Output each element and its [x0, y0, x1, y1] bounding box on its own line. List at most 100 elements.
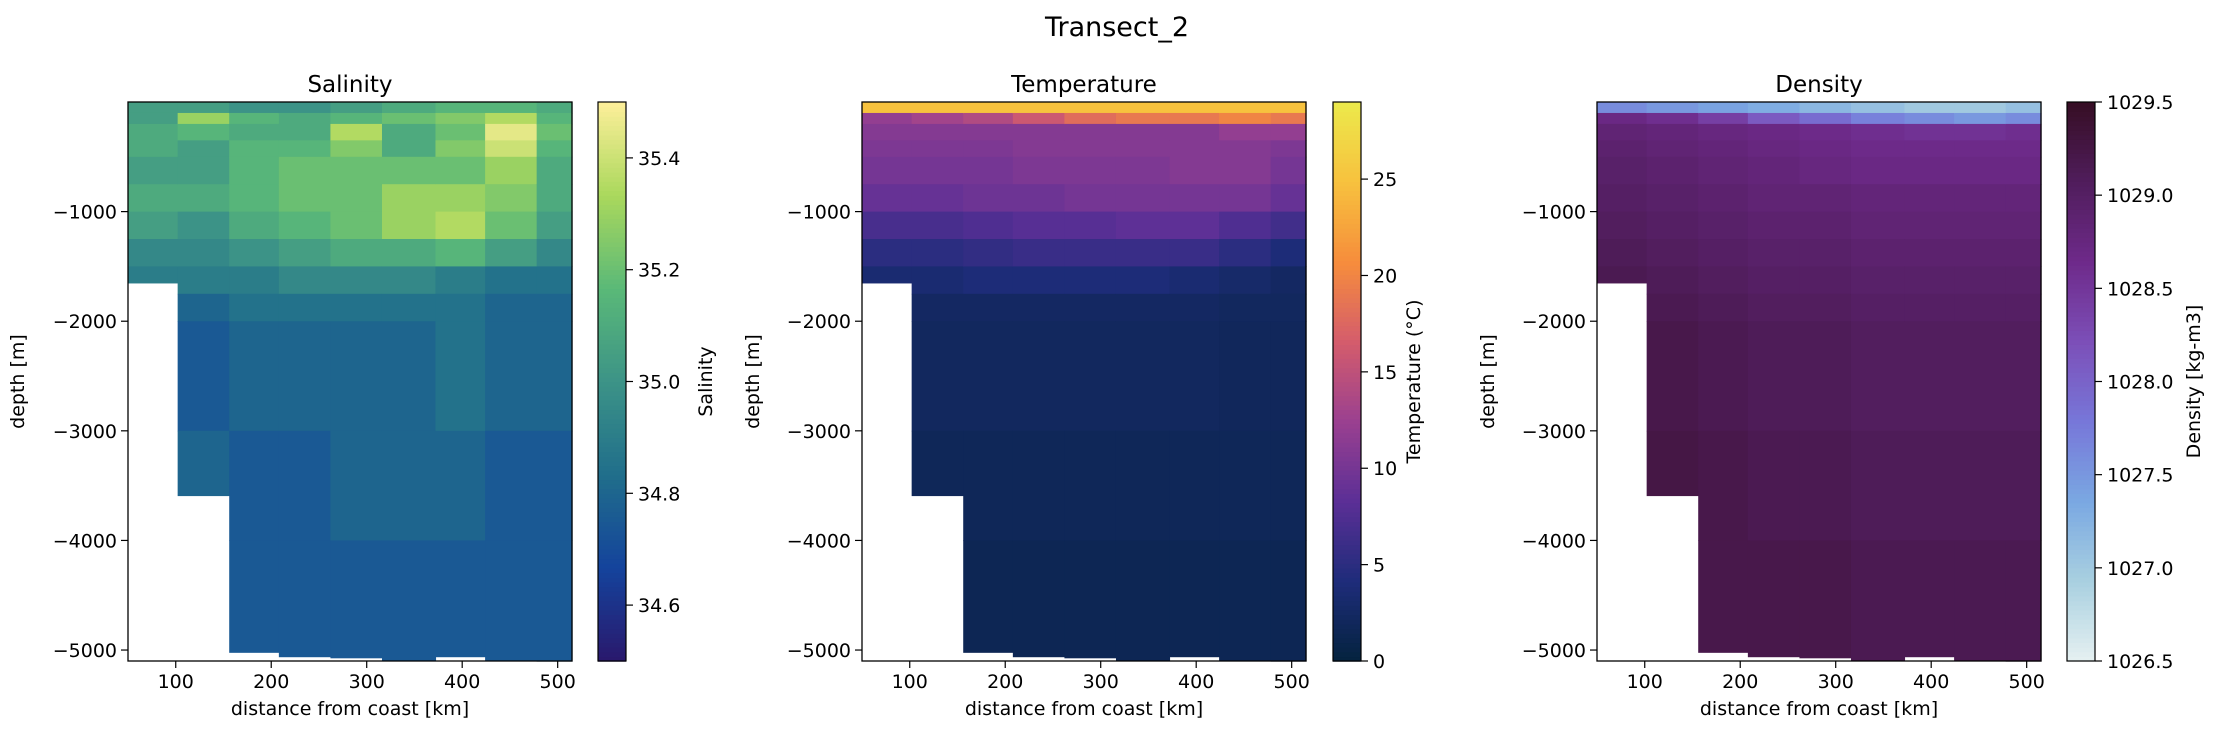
- panel-1-cell: [485, 184, 538, 213]
- panel-2-cell: [963, 211, 1014, 240]
- panel-1-cell: [485, 239, 538, 268]
- panel-2-cell: [1219, 293, 1272, 322]
- panel-1-colorbar-segment: [598, 143, 626, 150]
- panel-1-colorbar-segment: [598, 232, 626, 238]
- panel-1-cell: [278, 430, 332, 542]
- panel-1-colorbar-segment: [598, 586, 626, 592]
- panel-3-cell: [1698, 540, 1749, 653]
- panel-2-colorbar-segment: [1333, 586, 1361, 592]
- panel-3-colorbar-segment: [2067, 521, 2095, 527]
- panel-2-cell: [1270, 293, 1307, 322]
- panel-2-colorbar-segment: [1333, 423, 1361, 429]
- panel-2-cell: [862, 239, 913, 268]
- panel-1-y-tick-label: −4000: [53, 530, 117, 552]
- panel-3-cell: [1799, 211, 1852, 240]
- panel-1-colorbar-segment: [598, 102, 626, 108]
- panel-3-x-tick-label: 500: [2009, 671, 2045, 693]
- panel-3-colorbar-segment: [2067, 465, 2095, 471]
- panel-1-cell: [435, 184, 486, 213]
- panel-2-cell: [1270, 123, 1307, 141]
- panel-1-cell: [381, 266, 437, 295]
- panel-1-colorbar-segment: [598, 311, 626, 317]
- panel-1-cell: [330, 184, 383, 213]
- panel-1-colorbar-segment: [598, 171, 626, 178]
- panel-2-y-tick-label: −1000: [787, 202, 851, 224]
- panel-2-cell: [1064, 430, 1117, 542]
- panel-1-colorbar-segment: [598, 591, 626, 597]
- panel-3-cell: [1954, 112, 2007, 125]
- panel-2-colorbar-segment: [1333, 120, 1361, 126]
- panel-3-cell: [1904, 211, 1955, 240]
- panel-3-colorbar-segment: [2067, 102, 2095, 108]
- panel-2-colorbar-tick-label: 15: [1373, 362, 1397, 384]
- panel-3-cell: [2005, 540, 2042, 662]
- panel-2-cell: [862, 211, 913, 240]
- panel-2-cell: [963, 540, 1014, 653]
- panel-2-colorbar-segment: [1333, 227, 1361, 234]
- panel-2-colorbar-segment: [1333, 451, 1361, 457]
- panel-2-cell: [1012, 102, 1066, 114]
- panel-2-colorbar-tick-label: 20: [1373, 265, 1397, 287]
- panel-1-cell: [177, 156, 230, 185]
- panel-2-cell: [1064, 123, 1117, 141]
- panel-2-colorbar-segment: [1333, 633, 1361, 639]
- panel-2-colorbar-segment: [1333, 460, 1361, 467]
- panel-2-colorbar-segment: [1333, 334, 1361, 341]
- panel-2-cell: [1169, 211, 1220, 240]
- panel-3-colorbar-segment: [2067, 195, 2095, 201]
- panel-2-colorbar-segment: [1333, 386, 1361, 392]
- panel-3-colorbar-segment: [2067, 549, 2095, 555]
- panel-3-cell: [1799, 266, 1852, 295]
- panel-3-colorbar-segment: [2067, 148, 2095, 154]
- panel-1-x-tick-label: 400: [444, 671, 480, 693]
- panel-1-colorbar-segment: [598, 614, 626, 620]
- panel-1-colorbar-segment: [598, 148, 626, 154]
- panel-1-colorbar-segment: [598, 460, 626, 467]
- panel-3-cell: [1904, 140, 1955, 158]
- panel-1-colorbar-segment: [598, 213, 626, 220]
- panel-1-colorbar-segment: [598, 260, 626, 266]
- panel-1-cell: [381, 430, 437, 542]
- panel-2-title: Temperature: [1010, 72, 1157, 98]
- panel-3-cell: [1954, 211, 2007, 240]
- panel-1-cell: [485, 156, 538, 185]
- panel-1-cell: [278, 184, 332, 213]
- panel-1-colorbar-segment: [598, 633, 626, 639]
- panel-2-colorbar-segment: [1333, 181, 1361, 187]
- panel-2-cell: [963, 123, 1014, 141]
- panel-2-cell: [911, 211, 964, 240]
- panel-1-colorbar-segment: [598, 544, 626, 550]
- panel-3-axes-frame: [1596, 101, 2042, 662]
- panel-3-colorbar-segment: [2067, 185, 2095, 192]
- panel-3-colorbar-segment: [2067, 115, 2095, 122]
- panel-2-cell: [1219, 211, 1272, 240]
- panel-2-cell: [1219, 140, 1272, 158]
- panel-3-cell: [2005, 239, 2042, 268]
- panel-1-colorbar-segment: [598, 428, 626, 434]
- panel-1-cell: [435, 540, 486, 658]
- panel-2-cell: [1219, 540, 1272, 661]
- panel-2-colorbar-segment: [1333, 600, 1361, 606]
- panel-3-colorbar-segment: [2067, 353, 2095, 359]
- panel-3-cell: [1747, 430, 1801, 542]
- panel-2-colorbar-segment: [1333, 302, 1361, 308]
- panel-3-cell: [2005, 321, 2042, 432]
- panel-2-colorbar-segment: [1333, 143, 1361, 150]
- panel-1-x-tick-label: 500: [540, 671, 576, 693]
- panel-1-cell: [128, 102, 179, 114]
- panel-1-cell: [485, 140, 538, 158]
- panel-2-colorbar-segment: [1333, 283, 1361, 290]
- panel-3-cell: [1698, 293, 1749, 322]
- panel-3-colorbar-segment: [2067, 567, 2095, 574]
- panel-1-cell: [536, 293, 573, 322]
- panel-2-colorbar-segment: [1333, 372, 1361, 378]
- panel-3-cell: [1954, 123, 2007, 141]
- panel-2-colorbar-segment: [1333, 190, 1361, 196]
- panel-2-y-axis-label: depth [m]: [742, 334, 764, 429]
- panel-1-colorbar-segment: [598, 595, 626, 602]
- panel-3-cell: [1954, 293, 2007, 322]
- panel-1-cell: [177, 430, 230, 497]
- panel-2-cell: [1169, 102, 1220, 114]
- panel-1-colorbar-segment: [598, 223, 626, 229]
- panel-1-cell: [536, 184, 573, 213]
